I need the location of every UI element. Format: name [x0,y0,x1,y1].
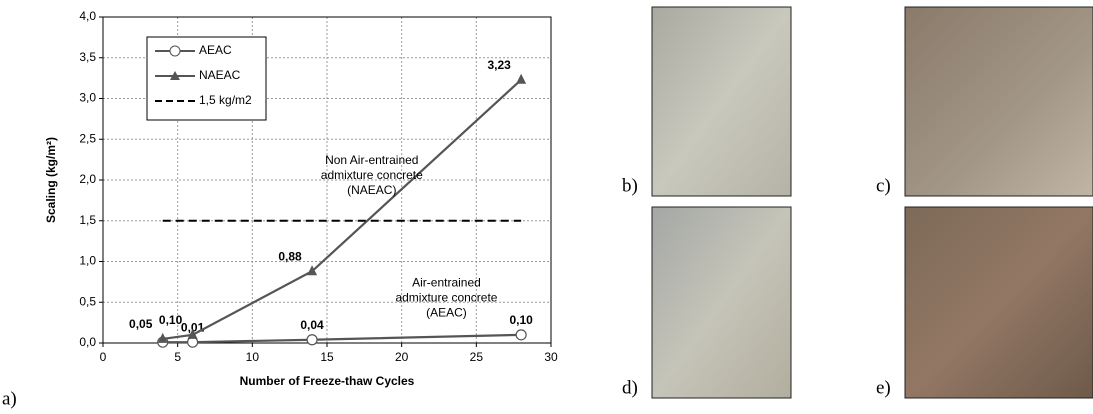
x-tick-label: 15 [320,350,334,364]
photo [904,206,1093,399]
y-tick-label: 2,5 [79,131,96,145]
y-tick-label: 1,5 [79,213,96,227]
series-line [162,333,522,344]
legend-label: 1,5 kg/m2 [199,93,252,107]
data-label: 0,05 [129,317,153,331]
annotation: Air-entrained [412,275,481,289]
panel-label: b) [622,175,638,196]
x-axis-label: Number of Freeze-thaw Cycles [240,374,415,388]
data-label: 0,88 [278,249,302,263]
x-tick-label: 10 [246,350,260,364]
data-label: 3,23 [487,58,511,72]
panel-label: a) [2,388,17,409]
plot-frame [102,16,552,344]
y-axis-label: Scaling (kg/m²) [44,137,58,223]
y-tick-label: 0,0 [79,335,96,349]
data-point [306,334,318,346]
legend-label: NAEAC [199,68,241,82]
data-point [516,73,527,84]
photo [651,206,792,399]
photo [904,6,1093,197]
x-tick-label: 25 [470,350,484,364]
data-point [307,265,318,276]
x-tick-label: 0 [100,350,107,364]
y-tick-label: 1,0 [79,254,96,268]
legend-marker [169,45,181,57]
y-tick-label: 3,0 [79,91,96,105]
x-tick-label: 30 [544,350,558,364]
y-tick-label: 4,0 [79,9,96,23]
data-point [515,329,527,341]
y-tick-label: 2,0 [79,172,96,186]
photo [651,6,792,197]
data-point [187,328,198,339]
y-tick-label: 0,5 [79,294,96,308]
panel-label: d) [622,377,638,398]
y-tick-label: 3,5 [79,50,96,64]
annotation: (AEAC) [426,305,467,319]
data-label: 0,10 [159,313,183,327]
panel-label: c) [876,175,891,196]
annotation: (NAEAC) [347,183,396,197]
legend-label: AEAC [199,43,232,57]
annotation: admixture concrete [395,290,497,304]
annotation: Non Air-entrained [325,153,418,167]
panel-label: e) [876,377,891,398]
data-point [157,332,168,343]
x-tick-label: 20 [395,350,409,364]
data-label: 0,10 [509,313,533,327]
annotation: admixture concrete [321,168,423,182]
legend-marker [170,71,180,80]
data-label: 0,04 [300,318,324,332]
series-line [162,78,522,341]
x-tick-label: 5 [174,350,181,364]
